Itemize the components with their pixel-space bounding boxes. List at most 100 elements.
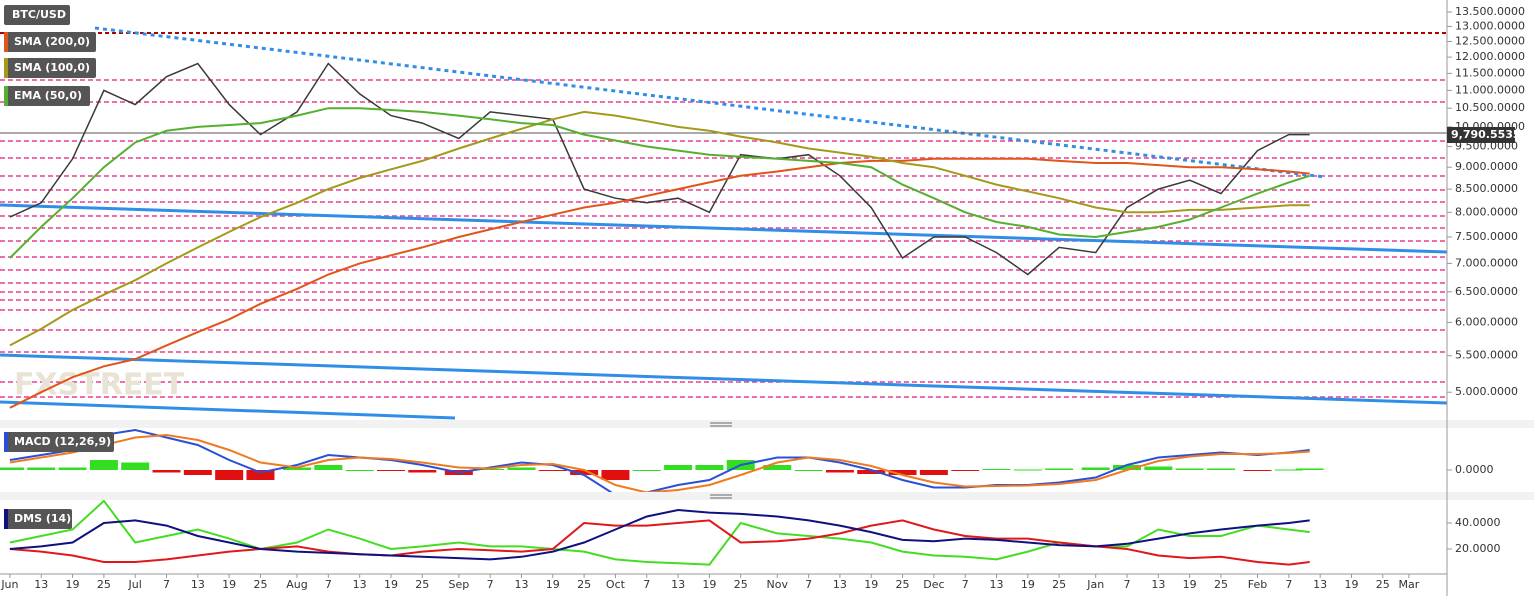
panel — [9, 500, 1310, 566]
histogram-bar — [888, 470, 917, 475]
legend-label: BTC/USD — [12, 8, 66, 21]
histogram-bar — [664, 465, 693, 470]
x-tick-label: 25 — [415, 578, 429, 591]
histogram-bar — [825, 470, 854, 473]
x-tick-label: Jun — [0, 578, 18, 591]
x-tick-label: 7 — [643, 578, 650, 591]
x-tick-label: 25 — [1052, 578, 1066, 591]
histogram-bar — [1295, 468, 1324, 470]
x-tick-label: 13 — [1151, 578, 1165, 591]
y-tick-label: 8.000.0000 — [1455, 205, 1518, 218]
x-tick-label: Jan — [1086, 578, 1104, 591]
histogram-bar — [1175, 468, 1204, 470]
x-tick-label: Mar — [1399, 578, 1420, 591]
y-tick-label: 13.500.0000 — [1455, 5, 1525, 18]
x-tick-label: 7 — [487, 578, 494, 591]
histogram-bar — [538, 470, 567, 471]
histogram-bar — [982, 469, 1011, 470]
x-tick-label: 25 — [577, 578, 591, 591]
histogram-bar — [283, 467, 312, 470]
watermark: FXSTREET — [14, 368, 185, 403]
y-tick-label: 0.0000 — [1455, 463, 1494, 476]
x-tick-label: 25 — [253, 578, 267, 591]
x-tick-label: 19 — [222, 578, 236, 591]
x-tick-label: 19 — [66, 578, 80, 591]
histogram-bar — [408, 470, 437, 473]
histogram-bar — [1013, 469, 1042, 471]
histogram-bar — [601, 470, 630, 480]
y-tick-label: 5.000.0000 — [1455, 385, 1518, 398]
histogram-bar — [215, 470, 244, 480]
histogram-bar — [0, 467, 24, 470]
histogram-bar — [1081, 467, 1110, 470]
legend-label: SMA (200,0) — [14, 35, 90, 48]
x-tick-label: 7 — [163, 578, 170, 591]
x-tick-label: 19 — [1021, 578, 1035, 591]
legend-label: DMS (14) — [14, 512, 71, 525]
y-tick-label: 6.500.0000 — [1455, 285, 1518, 298]
histogram-bar — [763, 465, 792, 470]
x-tick-label: 25 — [734, 578, 748, 591]
x-tick-label: Feb — [1248, 578, 1267, 591]
legend-label: EMA (50,0) — [14, 89, 82, 102]
y-tick-label: 11.000.0000 — [1455, 83, 1525, 96]
x-tick-label: 25 — [1376, 578, 1390, 591]
x-tick-label: Jul — [128, 578, 142, 591]
series-line — [9, 519, 1310, 566]
histogram-bar — [1274, 469, 1303, 471]
x-tick-label: 19 — [1183, 578, 1197, 591]
x-tick-label: 13 — [833, 578, 847, 591]
histogram-bar — [58, 467, 87, 470]
histogram-bar — [246, 470, 275, 480]
legend: BTC/USD SMA (200,0) SMA (100,0) EMA (50,… — [4, 5, 114, 529]
histogram-bar — [919, 470, 948, 475]
y-tick-label: 13.000.0000 — [1455, 19, 1525, 32]
x-tick-label: 7 — [1285, 578, 1292, 591]
panel — [0, 428, 1324, 492]
x-tick-label: Aug — [286, 578, 307, 591]
histogram-bar — [376, 470, 405, 471]
y-tick-label: 12.500.0000 — [1455, 34, 1525, 47]
x-tick-label: Sep — [448, 578, 469, 591]
x-tick-label: Nov — [767, 578, 789, 591]
x-tick-label: 13 — [34, 578, 48, 591]
series-line — [9, 62, 1310, 276]
x-tick-label: 7 — [962, 578, 969, 591]
x-tick-label: 25 — [1214, 578, 1228, 591]
series-line — [9, 433, 1310, 492]
x-tick-label: 7 — [805, 578, 812, 591]
histogram-bar — [1113, 465, 1142, 470]
y-tick-label: 8.500.0000 — [1455, 182, 1518, 195]
histogram-bar — [507, 467, 536, 470]
histogram-bar — [27, 467, 56, 470]
y-tick-label: 9.000.0000 — [1455, 160, 1518, 173]
y-tick-label: 6.000.0000 — [1455, 315, 1518, 328]
y-tick-label: 7.000.0000 — [1455, 256, 1518, 269]
y-tick-label: 11.500.0000 — [1455, 66, 1525, 79]
x-tick-label: 25 — [97, 578, 111, 591]
histogram-bar — [632, 470, 661, 471]
histogram-bar — [152, 470, 181, 473]
histogram-bar — [1243, 470, 1272, 471]
histogram-bar — [570, 470, 599, 475]
histogram-bar — [695, 465, 724, 470]
x-tick-label: 13 — [191, 578, 205, 591]
x-tick-label: 7 — [325, 578, 332, 591]
series-line — [9, 428, 1310, 492]
histogram-bar — [951, 470, 980, 471]
series-line — [9, 110, 1310, 347]
y-tick-label: 7.500.0000 — [1455, 230, 1518, 243]
histogram-bar — [121, 462, 150, 470]
y-tick-label: 10.500.0000 — [1455, 101, 1525, 114]
histogram-bar — [183, 470, 212, 475]
histogram-bar — [1206, 468, 1235, 470]
x-tick-label: 19 — [1344, 578, 1358, 591]
x-tick-label: 19 — [864, 578, 878, 591]
x-tick-label: Dec — [923, 578, 944, 591]
x-tick-label: 19 — [384, 578, 398, 591]
x-tick-label: 19 — [546, 578, 560, 591]
x-tick-label: 13 — [990, 578, 1004, 591]
